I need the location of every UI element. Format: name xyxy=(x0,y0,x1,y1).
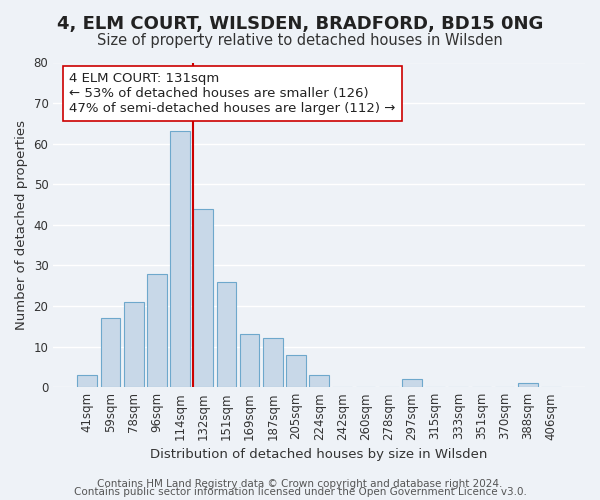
Bar xyxy=(193,208,213,387)
Y-axis label: Number of detached properties: Number of detached properties xyxy=(15,120,28,330)
Bar xyxy=(170,132,190,387)
Text: Contains public sector information licensed under the Open Government Licence v3: Contains public sector information licen… xyxy=(74,487,526,497)
Bar xyxy=(286,354,306,387)
Bar xyxy=(309,375,329,387)
Bar xyxy=(101,318,121,387)
Text: Contains HM Land Registry data © Crown copyright and database right 2024.: Contains HM Land Registry data © Crown c… xyxy=(97,479,503,489)
Bar xyxy=(124,302,143,387)
Bar xyxy=(240,334,259,387)
Bar xyxy=(217,282,236,387)
Bar xyxy=(402,379,422,387)
Bar xyxy=(77,375,97,387)
Bar xyxy=(518,383,538,387)
Text: Size of property relative to detached houses in Wilsden: Size of property relative to detached ho… xyxy=(97,32,503,48)
Bar xyxy=(263,338,283,387)
Text: 4 ELM COURT: 131sqm
← 53% of detached houses are smaller (126)
47% of semi-detac: 4 ELM COURT: 131sqm ← 53% of detached ho… xyxy=(69,72,395,115)
X-axis label: Distribution of detached houses by size in Wilsden: Distribution of detached houses by size … xyxy=(151,448,488,461)
Bar xyxy=(147,274,167,387)
Text: 4, ELM COURT, WILSDEN, BRADFORD, BD15 0NG: 4, ELM COURT, WILSDEN, BRADFORD, BD15 0N… xyxy=(57,15,543,33)
